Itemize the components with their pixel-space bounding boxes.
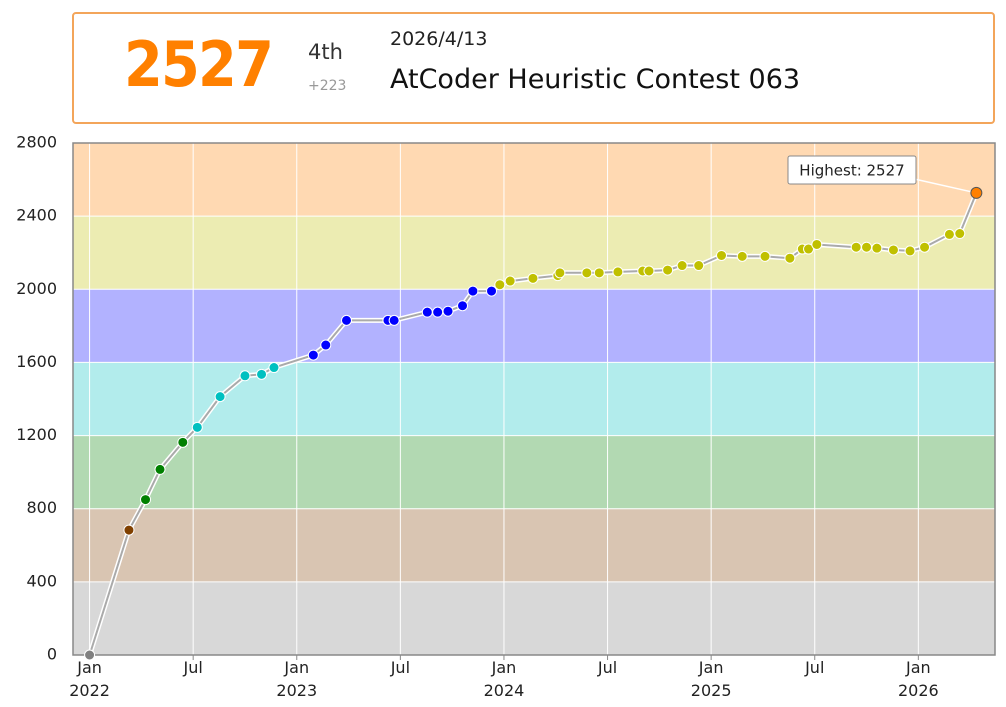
place: 4th [308, 40, 343, 64]
contest-point [457, 300, 469, 312]
contest-name: AtCoder Heuristic Contest 063 [390, 64, 801, 95]
contest-point [307, 349, 319, 361]
contest-point [123, 524, 135, 536]
y-tick-label: 1600 [16, 352, 57, 371]
rating-band [73, 362, 995, 436]
x-tick-label: Jan 2025 [690, 658, 732, 700]
contest-point [191, 421, 203, 433]
contest-point [759, 250, 771, 262]
contest-point [736, 250, 748, 262]
contest-point [486, 285, 498, 297]
contest-point [716, 249, 728, 261]
x-tick-label: Jan 2023 [276, 658, 318, 700]
x-tick-label: Jul [805, 658, 825, 677]
contest-point [494, 279, 506, 291]
contest-point [581, 267, 593, 279]
contest-point [676, 260, 688, 272]
contest-point [527, 272, 539, 284]
rating-band [73, 581, 995, 655]
contest-point [954, 228, 966, 240]
contest-point [861, 241, 873, 253]
y-tick-label: 2000 [16, 279, 57, 298]
contest-point [593, 267, 605, 279]
contest-point [554, 267, 566, 279]
rating-band [73, 289, 995, 363]
contest-point [784, 252, 796, 264]
annotation: Highest: 2527 [799, 162, 904, 180]
contest-point [432, 306, 444, 318]
contest-point [256, 368, 268, 380]
contest-point [643, 265, 655, 277]
x-tick-label: Jan 2022 [69, 658, 110, 700]
contest-point [467, 285, 479, 297]
contest-point [140, 494, 152, 506]
rating-band [73, 508, 995, 582]
contest-point [850, 241, 862, 253]
y-tick-label: 800 [26, 498, 57, 517]
contest-point [421, 306, 433, 318]
contest-point [943, 228, 955, 240]
contest-point [239, 370, 251, 382]
y-tick-label: 400 [26, 571, 57, 590]
x-tick-label: Jul [390, 658, 411, 677]
contest-point [504, 275, 516, 287]
contest-point [612, 266, 624, 278]
contest-point [320, 339, 332, 351]
y-tick-label: 2400 [16, 206, 57, 225]
annotation-box [787, 155, 917, 185]
y-tick-label: 1200 [16, 425, 57, 444]
contest-point [214, 391, 226, 403]
contest-point [388, 314, 400, 326]
contest-point [154, 463, 166, 475]
contest-point [268, 362, 280, 374]
contest-point [919, 241, 931, 253]
contest-point [177, 436, 189, 448]
rating: 2527 [124, 28, 274, 101]
y-tick-label: 2800 [16, 133, 57, 152]
contest-date: 2026/4/13 [390, 28, 488, 50]
contest-point [662, 264, 674, 276]
x-tick-label: Jan 2026 [897, 658, 939, 700]
x-tick-label: Jul [597, 658, 618, 677]
x-tick-label: Jan 2024 [483, 658, 525, 700]
contest-point [871, 242, 883, 254]
x-tick-label: Jul [183, 658, 203, 677]
contest-point [887, 244, 899, 256]
annotation-leader [909, 177, 977, 194]
rating-band [73, 435, 995, 509]
contest-point [84, 649, 96, 661]
plot-frame [72, 142, 996, 656]
contest-point [693, 260, 705, 272]
contest-point [803, 243, 815, 255]
rating-diff: +223 [308, 78, 347, 94]
contest-point [811, 238, 823, 250]
contest-card: 2527 4th +223 2026/4/13 AtCoder Heuristi… [72, 12, 995, 124]
y-tick-label: 0 [47, 645, 57, 664]
contest-point [340, 314, 352, 326]
contest-point [904, 245, 916, 257]
contest-point [970, 186, 983, 199]
contest-point [442, 305, 454, 317]
